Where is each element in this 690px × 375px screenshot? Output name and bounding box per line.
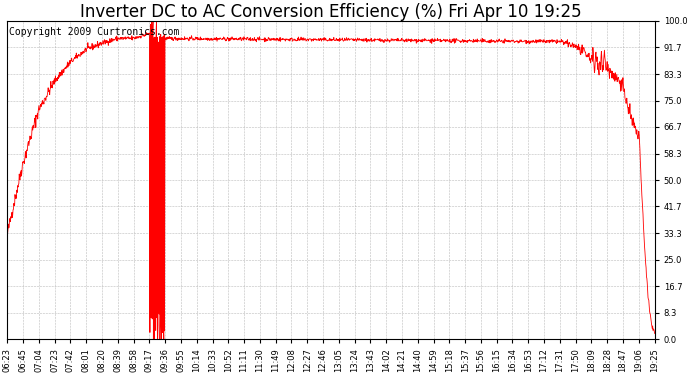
Title: Inverter DC to AC Conversion Efficiency (%) Fri Apr 10 19:25: Inverter DC to AC Conversion Efficiency …: [80, 3, 582, 21]
Text: Copyright 2009 Curtronics.com: Copyright 2009 Curtronics.com: [8, 27, 179, 37]
